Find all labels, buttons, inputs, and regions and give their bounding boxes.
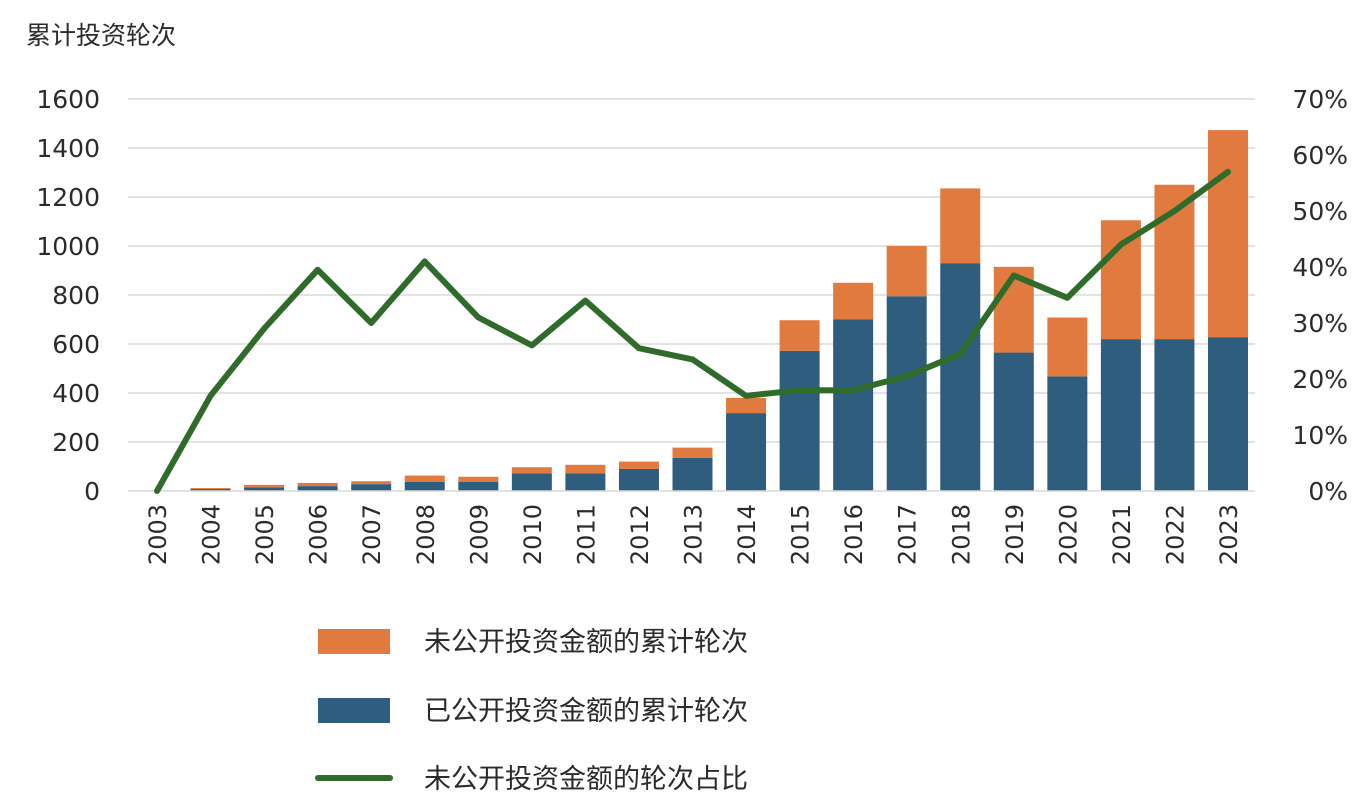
x-tick-label: 2022 bbox=[1161, 504, 1189, 565]
bar-segment bbox=[1047, 376, 1088, 491]
bar-segment bbox=[404, 475, 445, 482]
bars bbox=[190, 130, 1248, 491]
x-tick-label: 2014 bbox=[733, 504, 761, 565]
right-y-tick-label: 40% bbox=[1292, 253, 1348, 282]
bar-segment bbox=[833, 319, 874, 491]
x-tick-label: 2006 bbox=[305, 504, 333, 565]
bar-segment bbox=[297, 486, 338, 491]
bar-segment bbox=[1208, 130, 1248, 338]
x-tick-label: 2008 bbox=[412, 504, 440, 565]
x-tick-label: 2019 bbox=[1001, 504, 1029, 565]
x-tick-label: 2021 bbox=[1108, 504, 1136, 565]
bar-segment bbox=[511, 467, 552, 474]
left-y-tick-label: 600 bbox=[52, 330, 100, 359]
left-y-tick-label: 200 bbox=[52, 428, 100, 457]
bar-segment bbox=[1154, 339, 1195, 491]
right-y-tick-label: 50% bbox=[1292, 197, 1348, 226]
x-tick-label: 2007 bbox=[358, 504, 386, 565]
bar-segment bbox=[940, 263, 981, 491]
bar-segment bbox=[1208, 337, 1248, 491]
bar-segment bbox=[1100, 339, 1141, 491]
right-y-tick-label: 10% bbox=[1292, 421, 1348, 450]
bar-segment bbox=[351, 484, 392, 491]
left-y-tick-label: 1200 bbox=[36, 183, 100, 212]
bar-segment bbox=[458, 476, 499, 482]
bar-segment bbox=[190, 489, 231, 491]
left-y-tick-label: 1600 bbox=[36, 85, 100, 114]
x-tick-label: 2005 bbox=[251, 504, 279, 565]
x-tick-label: 2017 bbox=[894, 504, 922, 565]
bar-segment bbox=[1047, 317, 1088, 377]
bar-segment bbox=[779, 320, 820, 351]
bar-segment bbox=[779, 350, 820, 491]
line-series-path bbox=[154, 168, 1231, 494]
bar-segment bbox=[244, 487, 285, 491]
x-tick-label: 2009 bbox=[465, 504, 493, 565]
left-y-tick-label: 1400 bbox=[36, 134, 100, 163]
bar-segment bbox=[726, 397, 767, 414]
bar-segment bbox=[511, 473, 552, 491]
bar-segment bbox=[940, 188, 981, 264]
x-tick-label: 2020 bbox=[1054, 504, 1082, 565]
left-y-tick-label: 1000 bbox=[36, 232, 100, 261]
x-tick-label: 2015 bbox=[787, 504, 815, 565]
x-tick-label: 2003 bbox=[144, 504, 172, 565]
line-series bbox=[154, 168, 1231, 494]
gridlines bbox=[128, 98, 1255, 443]
x-tick-label: 2012 bbox=[626, 504, 654, 565]
left-y-axis: 0 200 400 600 800 1000 1200 1400 1600 bbox=[36, 85, 100, 506]
x-axis: 2003 2004 2005 2006 2007 2008 2009 2010 2011 2012… bbox=[144, 504, 1243, 565]
legend-swatch bbox=[318, 698, 390, 723]
right-y-axis: 0% 10% 20% 30% 40% 50% 60% 70% bbox=[1292, 85, 1348, 506]
bar-segment bbox=[565, 473, 606, 491]
legend-swatch bbox=[318, 629, 390, 654]
bar-segment bbox=[618, 461, 659, 469]
right-y-tick-label: 0% bbox=[1308, 477, 1348, 506]
bar-segment bbox=[404, 481, 445, 491]
bar-segment bbox=[886, 296, 927, 491]
bar-segment bbox=[297, 482, 338, 487]
bar-segment bbox=[726, 413, 767, 491]
left-y-tick-label: 400 bbox=[52, 379, 100, 408]
x-tick-label: 2018 bbox=[947, 504, 975, 565]
left-y-tick-label: 800 bbox=[52, 281, 100, 310]
bar-segment bbox=[993, 352, 1034, 491]
legend-label: 未公开投资金额的累计轮次 bbox=[424, 627, 748, 658]
bar-segment bbox=[833, 282, 874, 320]
right-y-tick-label: 70% bbox=[1292, 85, 1348, 114]
bar-segment bbox=[351, 481, 392, 485]
legend-label: 已公开投资金额的累计轮次 bbox=[424, 696, 748, 727]
bar-segment bbox=[1100, 220, 1141, 340]
bar-segment bbox=[672, 447, 713, 458]
right-y-tick-label: 60% bbox=[1292, 141, 1348, 170]
right-y-tick-label: 30% bbox=[1292, 309, 1348, 338]
bar-segment bbox=[618, 468, 659, 491]
x-tick-label: 2011 bbox=[572, 504, 600, 565]
x-tick-label: 2023 bbox=[1215, 504, 1243, 565]
x-tick-label: 2013 bbox=[680, 504, 708, 565]
left-y-tick-label: 0 bbox=[84, 477, 100, 506]
x-tick-label: 2004 bbox=[198, 504, 226, 565]
right-y-tick-label: 20% bbox=[1292, 365, 1348, 394]
bar-segment bbox=[565, 464, 606, 474]
x-tick-label: 2016 bbox=[840, 504, 868, 565]
x-tick-label: 2010 bbox=[519, 504, 547, 565]
bar-segment bbox=[458, 481, 499, 491]
bar-segment bbox=[190, 488, 231, 490]
legend-label: 未公开投资金额的轮次占比 bbox=[424, 764, 748, 795]
bar-segment bbox=[244, 484, 285, 488]
bar-segment bbox=[886, 246, 927, 297]
y-axis-title: 累计投资轮次 bbox=[26, 21, 176, 50]
bar-segment bbox=[672, 457, 713, 491]
